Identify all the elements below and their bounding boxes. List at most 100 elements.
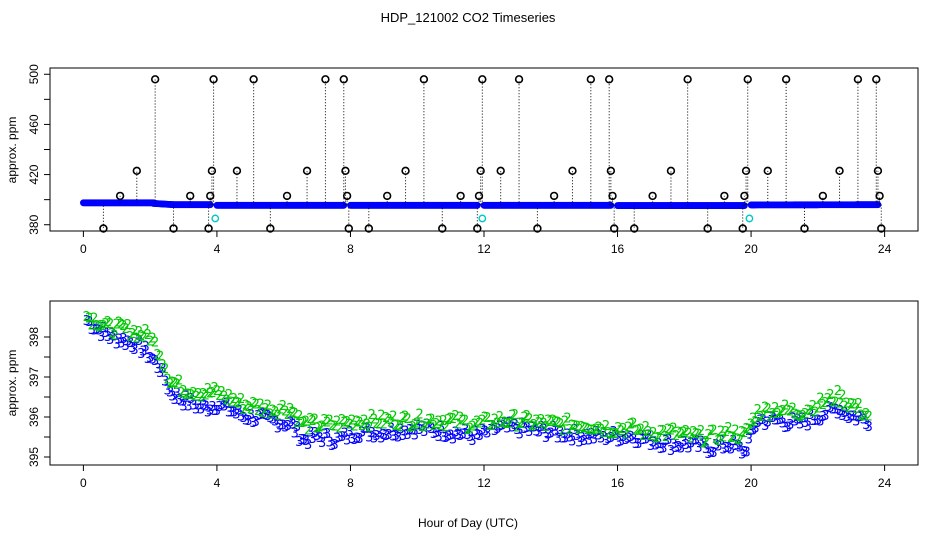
bottom-series-3-point: 3 (384, 428, 392, 443)
top-x-tick-label: 20 (744, 242, 758, 256)
bottom-series-3-point: 3 (269, 413, 277, 428)
bottom-series-3-point: 3 (325, 436, 333, 451)
bottom-series-2-point: 2 (556, 417, 564, 432)
bottom-series-2-point: 2 (293, 416, 301, 431)
bottom-series-2-point: 2 (115, 316, 123, 331)
top-outlier-point (99, 224, 108, 233)
bottom-series-3-point: 3 (194, 399, 202, 414)
bottom-series-2-point: 2 (791, 407, 799, 422)
bottom-series-3-point: 3 (256, 408, 264, 423)
bottom-series-2-point: 2 (335, 422, 343, 437)
bottom-series-3-point: 3 (159, 362, 167, 377)
bottom-series-3-point: 3 (602, 434, 610, 449)
bottom-series-2-point: 2 (843, 396, 851, 411)
bottom-series-2-point: 2 (809, 399, 817, 414)
bottom-series-2-point: 2 (657, 424, 665, 439)
bottom-series-3-point: 3 (692, 433, 700, 448)
top-outlier-point (456, 191, 465, 201)
bottom-series-3-point: 3 (819, 410, 827, 425)
top-outlier-point (666, 166, 676, 176)
bottom-series-3-point: 3 (306, 426, 314, 441)
bottom-series-3-point: 3 (759, 413, 767, 428)
bottom-series-3-point: 3 (734, 438, 742, 453)
bottom-series-2-point: 2 (523, 409, 531, 424)
bottom-series-2-point: 2 (281, 404, 289, 419)
bottom-series-2-point: 2 (766, 410, 774, 425)
bottom-series-3-point: 3 (570, 423, 578, 438)
bottom-series-2-point: 2 (535, 416, 543, 431)
bottom-series-3-point: 3 (199, 399, 207, 414)
bottom-series-2-point: 2 (291, 407, 299, 422)
bottom-series-3-point: 3 (809, 414, 817, 429)
bottom-series-2-point: 2 (230, 392, 238, 407)
top-baseline-point (607, 201, 615, 209)
bottom-series-3-point: 3 (503, 421, 511, 436)
bottom-series-3-point: 3 (486, 419, 494, 434)
bottom-series-3-point: 3 (355, 432, 363, 447)
bottom-series-2-point: 2 (256, 398, 264, 413)
top-outlier-point (604, 75, 614, 84)
bottom-series-2-point: 2 (304, 423, 312, 438)
top-outlier-point (877, 224, 886, 233)
bottom-series-3-point: 3 (271, 414, 279, 429)
bottom-series-3-point: 3 (182, 390, 190, 405)
bottom-x-tick-label: 8 (347, 476, 354, 490)
bottom-series-2-point: 2 (137, 329, 145, 344)
bottom-series-2-point: 2 (590, 424, 598, 439)
bottom-series-2-point: 2 (144, 328, 152, 343)
bottom-series-3-point: 3 (573, 429, 581, 444)
bottom-series-2-point: 2 (740, 426, 748, 441)
bottom-series-3-point: 3 (432, 426, 440, 441)
bottom-series-3-point: 3 (235, 403, 243, 418)
bottom-series-2-point: 2 (192, 389, 200, 404)
bottom-series-2-point: 2 (466, 422, 474, 437)
bottom-series-2-point: 2 (845, 402, 853, 417)
bottom-series-2-point: 2 (508, 409, 516, 424)
top-baseline-point (473, 201, 481, 209)
bottom-series-2-point: 2 (90, 311, 98, 326)
bottom-series-2-point: 2 (829, 396, 837, 411)
bottom-series-2-point: 2 (389, 410, 397, 425)
top-y-tick-label: 460 (27, 114, 41, 134)
bottom-series-3-point: 3 (647, 439, 655, 454)
bottom-series-2-point: 2 (139, 331, 147, 346)
bottom-series-3-point: 3 (824, 400, 832, 415)
top-outlier-point (835, 166, 844, 176)
bottom-series-2-point: 2 (124, 318, 132, 333)
bottom-series-3-point: 3 (430, 427, 438, 442)
bottom-series-3-point: 3 (439, 430, 447, 445)
bottom-series-3-point: 3 (551, 425, 559, 440)
bottom-series-3-point: 3 (498, 418, 506, 433)
bottom-series-2-point: 2 (602, 419, 610, 434)
bottom-series-2-point: 2 (622, 427, 630, 442)
bottom-series-3-point: 3 (95, 323, 103, 338)
bottom-series-2-point: 2 (639, 429, 647, 444)
bottom-series-3-point: 3 (731, 439, 739, 454)
bottom-series-2-point: 2 (850, 398, 858, 413)
bottom-series-2-point: 2 (865, 410, 873, 425)
bottom-series-3-point: 3 (535, 425, 543, 440)
bottom-series-2-point: 2 (463, 423, 471, 438)
top-outlier-point (419, 75, 429, 84)
top-outlier-point (321, 75, 330, 84)
top-outlier-point (873, 166, 883, 176)
bottom-series-2-point: 2 (146, 335, 154, 350)
bottom-series-2-point: 2 (734, 433, 742, 448)
bottom-series-3-point: 3 (264, 409, 272, 424)
bottom-series-3-point: 3 (415, 423, 423, 438)
bottom-series-2-point: 2 (435, 414, 443, 429)
bottom-series-2-point: 2 (604, 426, 612, 441)
bottom-series-2-point: 2 (578, 420, 586, 435)
bottom-series-3-point: 3 (642, 432, 650, 447)
bottom-series-3-point: 3 (704, 447, 712, 462)
bottom-series-3-point: 3 (796, 418, 804, 433)
bottom-series-3-point: 3 (568, 435, 576, 450)
bottom-series-3-point: 3 (669, 438, 677, 453)
bottom-series-2-point: 2 (563, 412, 571, 427)
bottom-series-2-point: 2 (432, 417, 440, 432)
bottom-series-3-point: 3 (128, 341, 136, 356)
bottom-series-3-point: 3 (286, 416, 294, 431)
bottom-series-3-point: 3 (766, 410, 774, 425)
bottom-series-2-point: 2 (498, 416, 506, 431)
bottom-series-3-point: 3 (595, 429, 603, 444)
